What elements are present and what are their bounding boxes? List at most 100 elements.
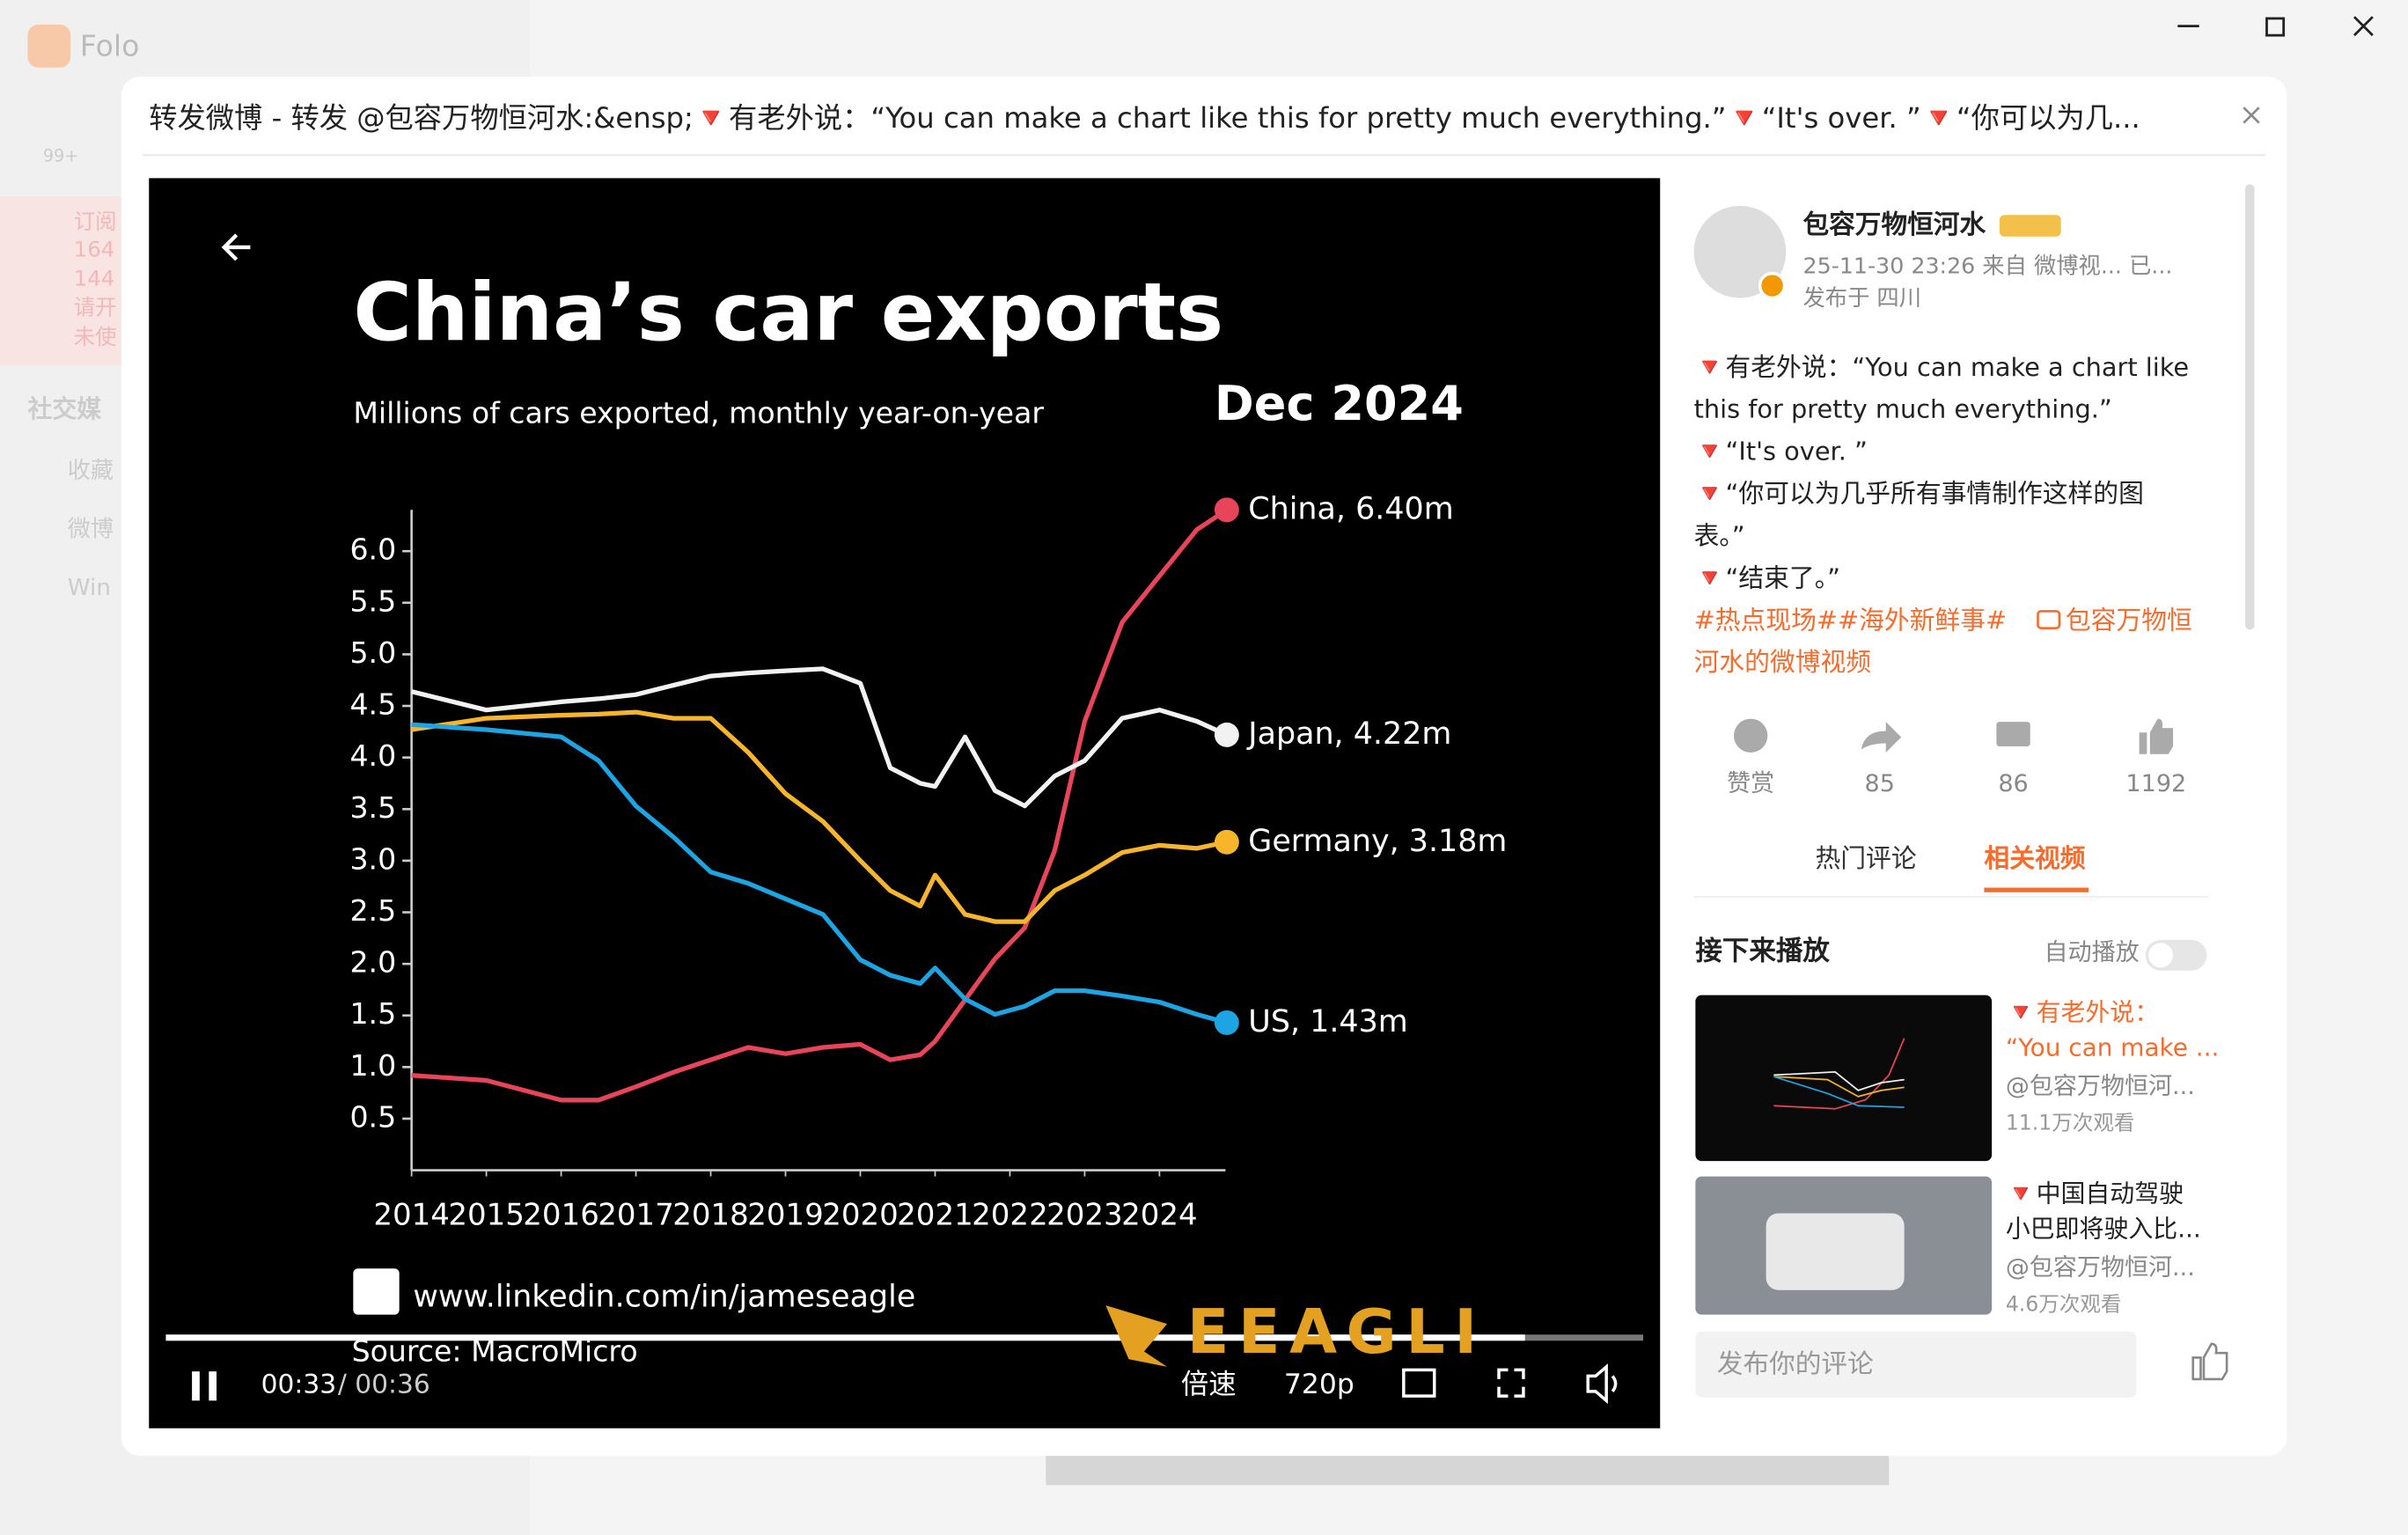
x-tick-label: 2019 [747,1197,824,1232]
series-line [411,508,1229,1103]
video-views: 4.6万次观看 [2006,1292,2122,1317]
scrollbar[interactable] [2245,184,2255,630]
chart-title: China’s car exports [353,267,1223,359]
sidebar-item: 请开 [74,295,117,320]
post-meta: 25-11-30 23:26 来自 微博视... 已... [1803,253,2173,279]
series-line [411,722,1228,1025]
video-icon [2037,610,2061,629]
autoplay-label: 自动播放 [2045,939,2140,966]
chart-logo: EEAGLI [1187,1296,1487,1368]
post-text: 🔻“It's over. ” [1694,437,1868,466]
action-label: 86 [1998,770,2028,797]
sidebar-item: 164 [74,236,115,261]
fullscreen-button[interactable] [1497,1368,1525,1398]
comment-icon[interactable] [1996,722,2030,747]
action-label: 85 [1865,770,1895,797]
quality-button[interactable]: 720p [1284,1369,1354,1400]
sidebar-item: Win [68,575,111,601]
comment-placeholder: 发布你的评论 [1717,1348,1874,1379]
y-tick-label: 6.0 [349,532,396,567]
tab-active[interactable]: 相关视频 [1984,843,2085,873]
notice [0,196,123,366]
series-line [411,709,1228,924]
chart-source: Source: MacroMicro [352,1334,638,1369]
y-tick-label: 4.5 [349,687,396,722]
chart-subtitle: Millions of cars exported, monthly year-… [353,396,1044,430]
post-text: 🔻“结束了。” [1694,563,1840,593]
post-location: 发布于 四川 [1803,285,1922,311]
back-arrow[interactable] [221,233,251,261]
volume-button[interactable] [1586,1363,1618,1405]
x-tick-label: 2015 [448,1197,525,1232]
x-tick-label: 2017 [598,1197,674,1232]
x-tick-label: 2014 [373,1197,450,1232]
y-tick-label: 5.0 [349,635,396,670]
video-author: @包容万物恒河... [2006,1254,2195,1282]
tab-underline [1984,887,2089,892]
progress-bar[interactable] [165,1334,1525,1341]
video[interactable] [149,178,1661,1429]
pip-button[interactable] [1402,1368,1436,1398]
video-link[interactable]: 河水的微博视频 [1694,647,1871,677]
pause-button[interactable] [192,1371,217,1401]
modal-title: 转发微博 - 转发 @包容万物恒河水:&ensp;🔻有老外说：“You can … [149,101,2140,135]
sidebar-item: 订阅 [74,209,117,234]
close-window[interactable] [2353,16,2374,37]
sidebar-heading: 社交媒 [27,394,102,423]
action-label: 赞赏 [1727,770,1774,797]
series-label: Germany, 3.18m [1248,824,1507,859]
end-dot [1214,829,1239,855]
share-icon[interactable] [1861,722,1902,753]
end-dot [1214,1010,1239,1035]
reward-icon[interactable] [1733,718,1768,753]
sidebar-item: 收藏 [68,458,114,484]
action-label: 1192 [2125,770,2186,797]
x-tick-label: 2020 [822,1197,899,1232]
series-label: China, 6.40m [1248,491,1453,526]
x-tick-label: 2016 [523,1197,599,1232]
current-time: 00:33 [261,1368,336,1399]
level-badge [1999,215,2061,237]
thumbnail-chart [1773,1038,1905,1110]
sidebar-item: 144 [74,266,115,291]
x-tick-label: 2021 [897,1197,973,1232]
y-tick-label: 0.5 [349,1099,396,1134]
badge: 99+ [43,145,79,165]
y-tick-label: 2.5 [349,893,396,928]
avatar[interactable] [1693,205,1787,298]
y-tick-label: 3.0 [349,841,396,876]
duration: / 00:36 [338,1368,430,1399]
video-title: 🔻中国自动驾驶 [2006,1179,2184,1208]
app-name: Folo [80,29,140,63]
post-text: 🔻有老外说：“You can make a chart like [1694,352,2190,382]
comment-like-icon[interactable] [2191,1342,2228,1381]
chart-date: Dec 2024 [1215,376,1464,431]
video-link[interactable]: 包容万物恒 [2066,606,2192,635]
series-label: Japan, 4.22m [1246,716,1451,752]
hashtags[interactable]: #热点现场##海外新鲜事# [1694,606,2008,635]
series-line [411,666,1228,809]
verified-badge [1758,271,1787,300]
y-tick-label: 1.0 [349,1048,396,1083]
chart-link: www.linkedin.com/in/jameseagle [413,1279,915,1314]
end-dot [1214,722,1239,747]
speed-button[interactable]: 倍速 [1181,1369,1237,1400]
video-author: @包容万物恒河... [2006,1073,2195,1100]
y-tick-label: 1.5 [349,996,396,1031]
close-modal[interactable] [2243,106,2260,124]
author-name: 包容万物恒河水 [1803,209,1986,239]
tab[interactable]: 热门评论 [1815,843,1916,873]
window-controls[interactable] [2177,16,2374,37]
end-dot [1214,497,1239,523]
x-tick-label: 2018 [672,1197,749,1232]
restore[interactable] [2265,17,2286,37]
eagle-icon [1105,1305,1168,1367]
y-tick-label: 3.5 [349,790,396,825]
y-tick-label: 4.0 [349,738,396,773]
toggle-knob [2148,943,2174,968]
comment-input[interactable] [1695,1331,2137,1398]
like-icon[interactable] [2139,718,2174,754]
x-tick-label: 2023 [1046,1197,1123,1232]
